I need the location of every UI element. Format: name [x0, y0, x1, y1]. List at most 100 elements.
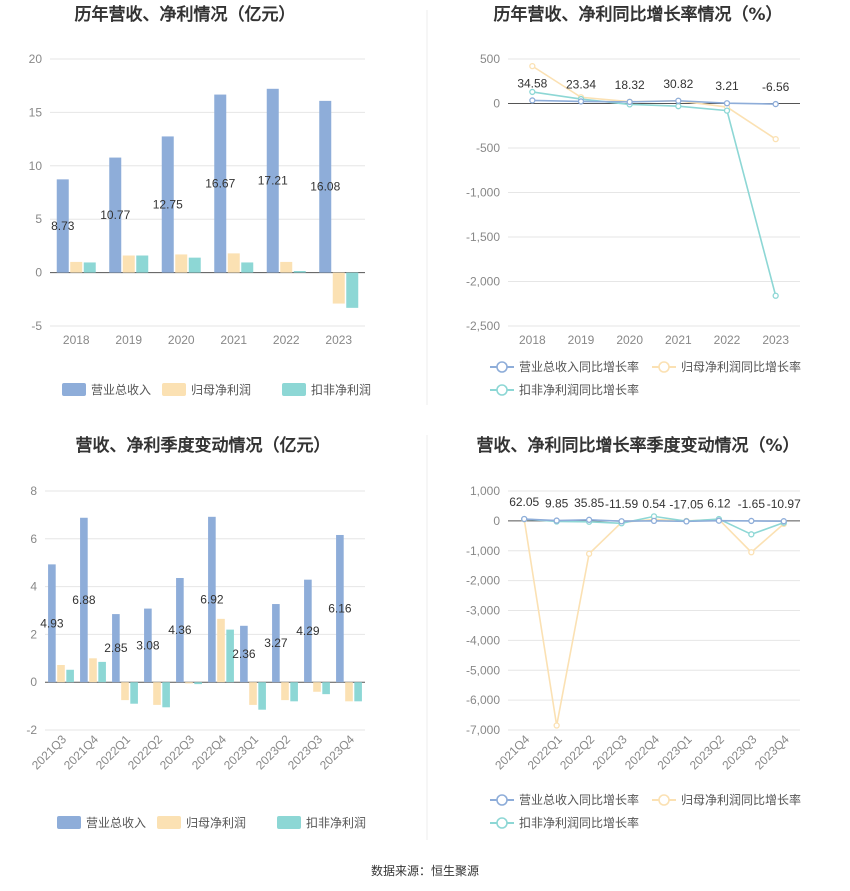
- chart2-point-3: [723, 107, 731, 114]
- chart3-bar-2: [185, 682, 193, 684]
- chart3-bar-3: [194, 682, 202, 685]
- chart3-legend-label-3: 扣非净利润: [306, 816, 366, 830]
- chart3-bar-2: [57, 664, 65, 683]
- chart3-data-label: 4.36: [168, 623, 192, 637]
- chart2-point-2: [529, 62, 536, 70]
- chart3-x-tick-label: 2022Q3: [157, 732, 197, 772]
- chart1-bar-2: [227, 253, 240, 273]
- chart2-data-label: 18.32: [615, 78, 645, 92]
- chart3-bar-3: [290, 682, 298, 702]
- chart3-y-tick-label: 0: [30, 675, 37, 689]
- chart4-x-tick-label: 2023Q2: [687, 732, 727, 772]
- chart3-bar-1: [176, 577, 184, 683]
- chart3-bar-3: [162, 682, 170, 708]
- chart3-data-label: 4.93: [40, 616, 64, 630]
- chart3-data-label: 6.88: [72, 593, 96, 607]
- chart3-bar-1: [240, 625, 248, 683]
- chart1-title: 历年营收、净利情况（亿元）: [75, 4, 296, 25]
- chart4-y-tick-label: -7,000: [466, 723, 500, 737]
- chart3-bar-1: [208, 516, 216, 683]
- chart4-point-3: [748, 531, 755, 538]
- chart4-point-2: [553, 722, 560, 729]
- chart4-x-tick-label: 2023Q4: [752, 732, 792, 772]
- chart1-bar-2: [175, 254, 188, 273]
- chart2-x-tick-label: 2020: [616, 333, 643, 347]
- chart4-y-tick-label: -4,000: [466, 633, 500, 647]
- chart4-data-label: 62.05: [509, 495, 539, 509]
- chart1-y-tick-label: 20: [29, 52, 43, 66]
- chart3-x-tick-label: 2022Q4: [189, 732, 229, 772]
- chart4-data-label: -10.97: [767, 497, 801, 511]
- chart1-x-tick-label: 2020: [168, 333, 195, 347]
- chart1-bar-3: [346, 272, 359, 308]
- chart2-point-1: [772, 100, 779, 108]
- chart3-y-tick-label: 2: [30, 627, 37, 641]
- chart2-point-1: [626, 98, 633, 106]
- chart3-bar-1: [304, 579, 312, 683]
- chart3-data-label: 4.29: [296, 624, 320, 638]
- chart1-x-tick-label: 2022: [273, 333, 300, 347]
- chart4-y-tick-label: -6,000: [466, 693, 500, 707]
- chart3-legend-label-2: 归母净利润: [186, 816, 246, 830]
- chart3-bar-2: [217, 618, 225, 683]
- chart1-y-tick-label: 0: [35, 266, 42, 280]
- chart3-data-label: 2.85: [104, 641, 128, 655]
- chart1-bar-3: [188, 257, 201, 273]
- chart4-legend-marker-3: [496, 817, 508, 829]
- chart3-data-label: 3.08: [136, 638, 160, 652]
- chart3-bar-2: [153, 682, 161, 705]
- chart2-legend-marker-2: [658, 361, 670, 373]
- chart1-y-tick-label: 10: [29, 159, 43, 173]
- chart3-bar-1: [48, 564, 56, 683]
- chart2-y-tick-label: -2,500: [466, 319, 500, 333]
- chart2-data-label: 23.34: [566, 77, 596, 91]
- chart3-bar-3: [66, 669, 74, 683]
- chart2-y-tick-label: -2,000: [466, 275, 500, 289]
- chart4-point-1: [650, 517, 658, 525]
- chart2-line-1: [532, 99, 776, 105]
- chart3-x-tick-label: 2023Q2: [253, 732, 293, 772]
- chart1-bar-2: [122, 255, 135, 273]
- chart1-data-label: 16.67: [205, 177, 235, 191]
- chart3-bar-3: [98, 661, 106, 683]
- data-source: 数据来源：恒生聚源: [371, 863, 479, 878]
- chart2-legend-label-1: 营业总收入同比增长率: [519, 359, 639, 374]
- chart1-bar-3: [83, 262, 96, 273]
- chart2-x-tick-label: 2018: [519, 333, 546, 347]
- chart4-point-1: [715, 517, 723, 524]
- chart1-bar-1: [266, 88, 279, 273]
- chart1-y-tick-label: 5: [35, 212, 42, 226]
- chart1-legend-label-2: 归母净利润: [191, 383, 251, 397]
- chart4-y-tick-label: -1,000: [466, 544, 500, 558]
- chart2-point-3: [772, 292, 779, 299]
- chart4-data-label: -11.59: [605, 497, 638, 511]
- chart1-legend-label-1: 营业总收入: [91, 383, 151, 397]
- chart3-bar-2: [281, 682, 289, 701]
- chart1-x-tick-label: 2023: [325, 333, 352, 347]
- chart1-bar-1: [214, 94, 227, 273]
- chart2-legend-label-2: 归母净利润同比增长率: [681, 359, 801, 374]
- chart3-data-label: 3.27: [264, 636, 288, 650]
- chart4-point-1: [748, 517, 755, 525]
- chart4-point-1: [521, 515, 528, 523]
- chart3-data-label: 6.16: [328, 602, 352, 616]
- chart3-bar-1: [112, 614, 120, 683]
- chart4-title: 营收、净利同比增长率季度变动情况（%）: [476, 435, 799, 456]
- chart3-bar-3: [226, 629, 234, 683]
- chart3-x-tick-label: 2023Q3: [285, 732, 325, 772]
- chart3-y-tick-label: 4: [30, 580, 37, 594]
- chart1-data-label: 8.73: [51, 219, 75, 233]
- chart1-legend-swatch-2: [162, 383, 186, 396]
- chart3-legend-label-1: 营业总收入: [86, 816, 146, 830]
- chart2-data-label: -6.56: [762, 80, 790, 94]
- chart4-data-label: 9.85: [545, 497, 569, 511]
- chart3-x-tick-label: 2023Q1: [221, 732, 261, 772]
- chart3-y-tick-label: 8: [30, 484, 37, 498]
- chart1-data-label: 17.21: [258, 174, 288, 188]
- chart1-x-tick-label: 2018: [63, 333, 90, 347]
- chart2-point-1: [723, 100, 731, 107]
- chart3-bar-3: [322, 682, 330, 695]
- chart4-y-tick-label: -5,000: [466, 663, 500, 677]
- chart1-y-tick-label: 15: [29, 105, 43, 119]
